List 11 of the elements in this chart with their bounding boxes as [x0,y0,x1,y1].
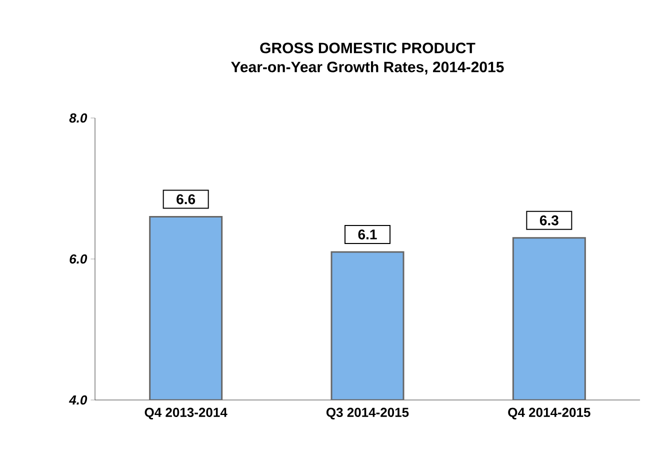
y-tick-label: 6.0 [70,254,88,264]
y-tick-label: 4.0 [68,395,88,405]
chart-title: GROSS DOMESTIC PRODUCT [260,42,476,54]
data-label: 6.3 [540,215,558,226]
data-label: 6.6 [176,194,196,204]
chart-subtitle: Year-on-Year Growth Rates, 2014-2015 [231,61,504,74]
x-tick-label: Q4 2013-2014 [144,408,228,420]
y-tick-label: 8.0 [69,113,88,123]
x-tick-label: Q4 2014-2015 [508,408,590,420]
data-label: 6.1 [358,230,377,240]
x-tick-label: Q3 2014-2015 [326,408,409,420]
